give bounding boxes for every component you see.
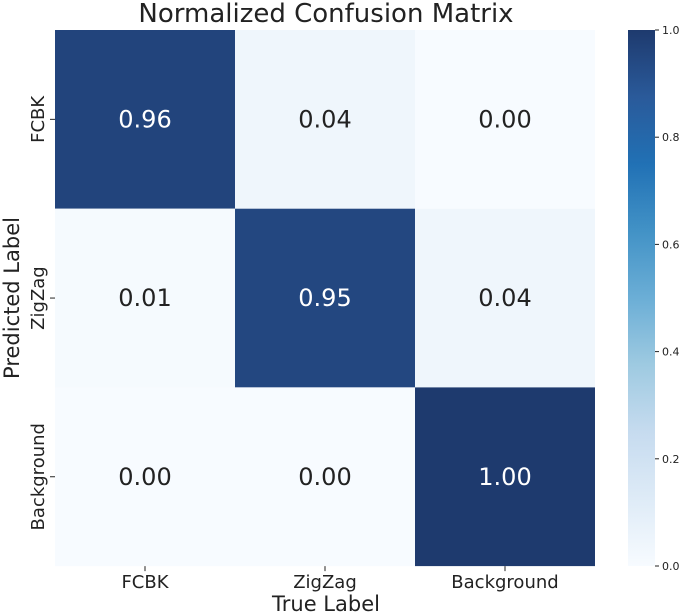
heatmap-cell	[235, 208, 415, 388]
colorbar-tick-label: 1.0	[662, 24, 680, 37]
x-tick-label: Background	[451, 572, 558, 593]
cell-value-label: 0.95	[298, 284, 351, 312]
x-axis-label: True Label	[271, 592, 380, 616]
heatmap-cell	[415, 208, 595, 388]
colorbar-tick-label: 0.4	[662, 346, 680, 359]
heatmap-cell	[415, 30, 595, 209]
cell-value-label: 0.01	[118, 284, 171, 312]
cell-value-label: 0.04	[298, 105, 351, 133]
cell-value-label: 0.04	[478, 284, 531, 312]
cell-value-label: 1.00	[478, 463, 531, 491]
y-tick-label: ZigZag	[28, 266, 49, 330]
y-axis-ticks: FCBK ZigZag Background	[28, 95, 55, 530]
y-axis-label: Predicted Label	[0, 217, 24, 379]
colorbar-tick-label: 0.8	[662, 131, 680, 144]
y-tick-label: Background	[28, 423, 49, 530]
colorbar-tick-label: 0.6	[662, 238, 680, 251]
x-axis-ticks: FCBK ZigZag Background	[121, 566, 559, 593]
heatmap-cell	[235, 30, 415, 209]
colorbar-ticks: 0.0 0.2 0.4 0.6 0.8 1.0	[655, 24, 680, 573]
colorbar-tick-label: 0.0	[662, 560, 680, 573]
heatmap-cell	[55, 387, 235, 567]
cell-value-label: 0.00	[298, 463, 351, 491]
y-tick-label: FCBK	[28, 95, 49, 143]
heatmap-cell	[235, 387, 415, 567]
colorbar-tick-label: 0.2	[662, 453, 680, 466]
cell-value-label: 0.00	[478, 105, 531, 133]
heatmap-cell	[55, 208, 235, 388]
cell-value-label: 0.96	[118, 105, 171, 133]
heatmap-cells: 0.96 0.04 0.00 0.01 0.95 0.04 0.00 0.00 1.00	[55, 30, 595, 567]
chart-title: Normalized Confusion Matrix	[138, 0, 513, 29]
x-tick-label: ZigZag	[293, 572, 357, 593]
colorbar	[628, 30, 655, 566]
x-tick-label: FCBK	[121, 572, 169, 593]
heatmap-cell	[415, 387, 595, 567]
heatmap-cell	[55, 30, 235, 209]
cell-value-label: 0.00	[118, 463, 171, 491]
